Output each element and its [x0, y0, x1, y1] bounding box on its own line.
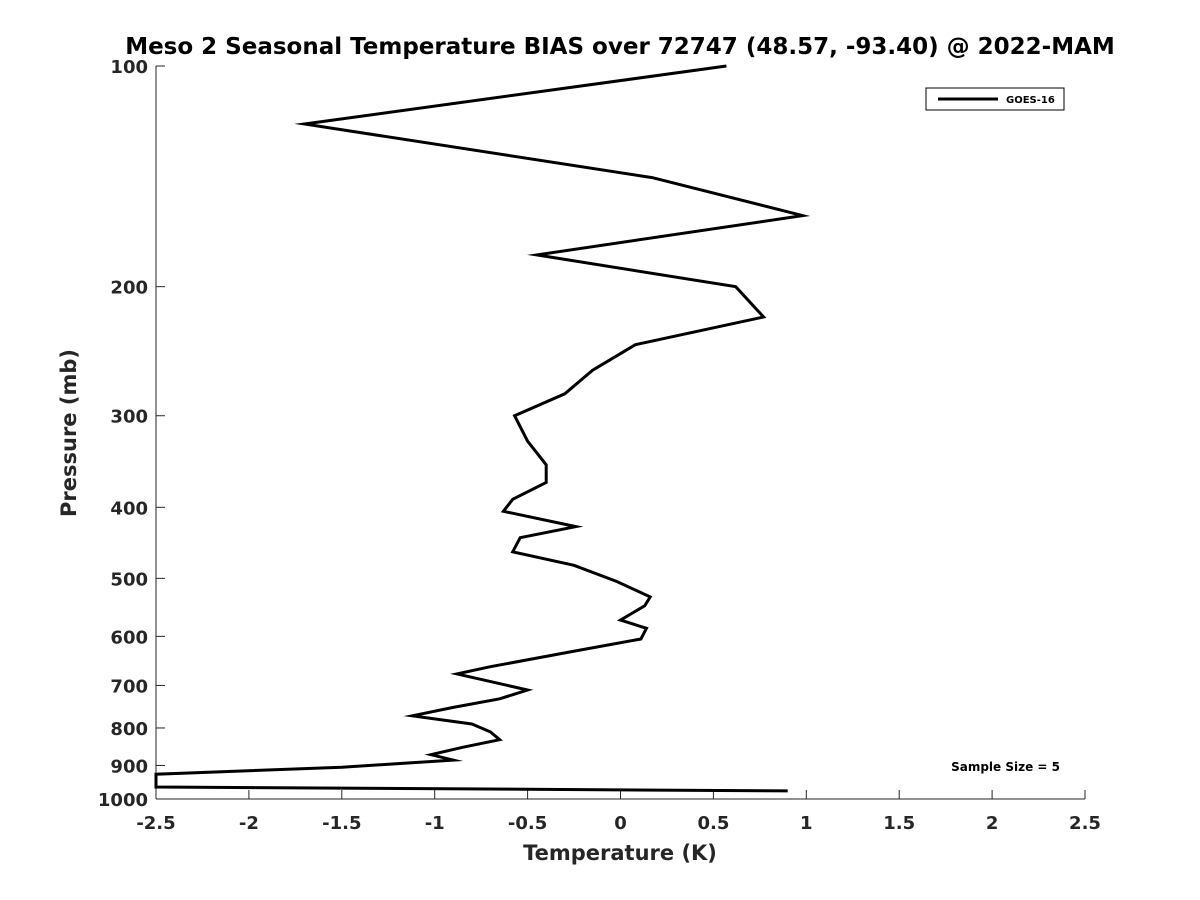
legend-label-goes-16: GOES-16 — [1006, 95, 1055, 106]
x-tick-label: 2 — [986, 813, 999, 834]
x-tick-label: 2.5 — [1069, 813, 1101, 834]
x-tick-label: -2.5 — [136, 813, 175, 834]
y-tick-label: 800 — [110, 719, 148, 740]
y-tick-label: 1000 — [98, 790, 148, 811]
x-tick-label: -2 — [239, 813, 259, 834]
sample-size-annotation: Sample Size = 5 — [951, 760, 1060, 774]
x-tick-label: 0 — [614, 813, 627, 834]
y-tick-label: 400 — [110, 498, 148, 519]
axes — [155, 65, 1086, 800]
x-axis-label: Temperature (K) — [523, 841, 717, 865]
y-tick-label: 100 — [110, 57, 148, 78]
x-tick-label: -1.5 — [322, 813, 361, 834]
y-tick-label: 900 — [110, 756, 148, 777]
series-line-goes-16 — [154, 64, 811, 793]
x-tick-labels: -2.5 -2 -1.5 -1 -0.5 0 0.5 1 1.5 2 2.5 — [136, 813, 1101, 834]
chart-title: Meso 2 Seasonal Temperature BIAS over 72… — [125, 34, 1115, 60]
series-layer — [154, 64, 811, 793]
y-axis-label: Pressure (mb) — [57, 349, 81, 517]
x-tick-label: -0.5 — [508, 813, 547, 834]
x-tick-label: 0.5 — [697, 813, 729, 834]
x-tick-label: 1.5 — [883, 813, 915, 834]
x-tick-label: -1 — [425, 813, 445, 834]
y-tick-label: 500 — [110, 569, 148, 590]
legend: GOES-16 — [925, 87, 1065, 111]
x-tick-label: 1 — [800, 813, 813, 834]
y-tick-label: 600 — [110, 627, 148, 648]
y-tick-label: 300 — [110, 407, 148, 428]
y-tick-label: 700 — [110, 676, 148, 697]
y-tick-labels: 100 200 300 400 500 600 700 800 900 1000 — [98, 57, 148, 811]
y-tick-label: 200 — [110, 278, 148, 299]
